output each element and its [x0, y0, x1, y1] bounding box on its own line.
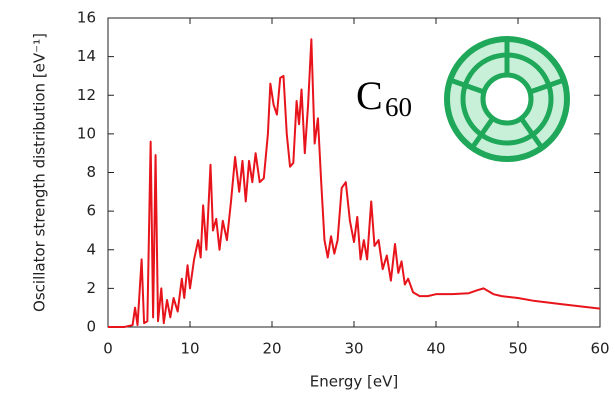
- x-tick-label: 20: [262, 340, 281, 358]
- y-tick-label: 6: [86, 202, 96, 220]
- y-axis-label: Oscillator strength distribution [eV⁻¹]: [31, 33, 49, 312]
- x-tick-label: 50: [508, 340, 527, 358]
- x-axis-label: Energy [eV]: [310, 373, 398, 391]
- y-tick-label: 8: [86, 163, 96, 181]
- x-tick-label: 40: [426, 340, 445, 358]
- y-tick-label: 0: [86, 318, 96, 336]
- x-tick-label: 10: [180, 340, 199, 358]
- y-tick-label: 4: [86, 240, 96, 258]
- x-tick-label: 60: [590, 340, 609, 358]
- y-tick-label: 14: [77, 47, 96, 65]
- annotation: C: [356, 73, 383, 118]
- y-tick-label: 16: [77, 9, 96, 27]
- y-tick-label: 12: [77, 86, 96, 104]
- y-tick-label: 2: [86, 279, 96, 297]
- c60-molecule: [447, 39, 567, 159]
- y-tick-label: 10: [77, 124, 96, 142]
- annotation-subscript: 60: [385, 92, 412, 122]
- x-tick-label: 30: [344, 340, 363, 358]
- chart: Oscillator strength distribution [eV⁻¹] E…: [0, 0, 615, 394]
- x-tick-label: 0: [103, 340, 113, 358]
